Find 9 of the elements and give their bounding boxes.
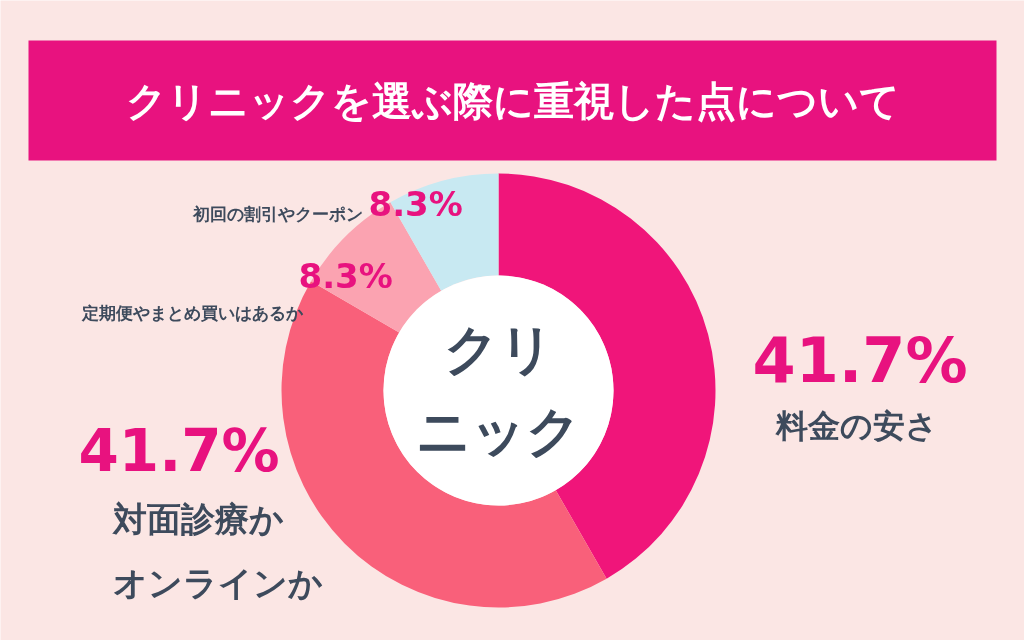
- slice-label: 初回の割引やクーポン: [191, 203, 363, 224]
- data-label: 8.3%: [368, 183, 463, 224]
- data-label: 41.7%: [752, 324, 968, 397]
- slice-label: 対面診療かオンラインか: [111, 498, 323, 603]
- data-label: 8.3%: [298, 255, 393, 296]
- slice-label: 料金の安さ: [774, 406, 938, 445]
- data-label: 41.7%: [78, 416, 280, 485]
- chart-title: クリニックを選ぶ際に重視した点について: [125, 77, 900, 124]
- text: クリニック: [416, 318, 581, 463]
